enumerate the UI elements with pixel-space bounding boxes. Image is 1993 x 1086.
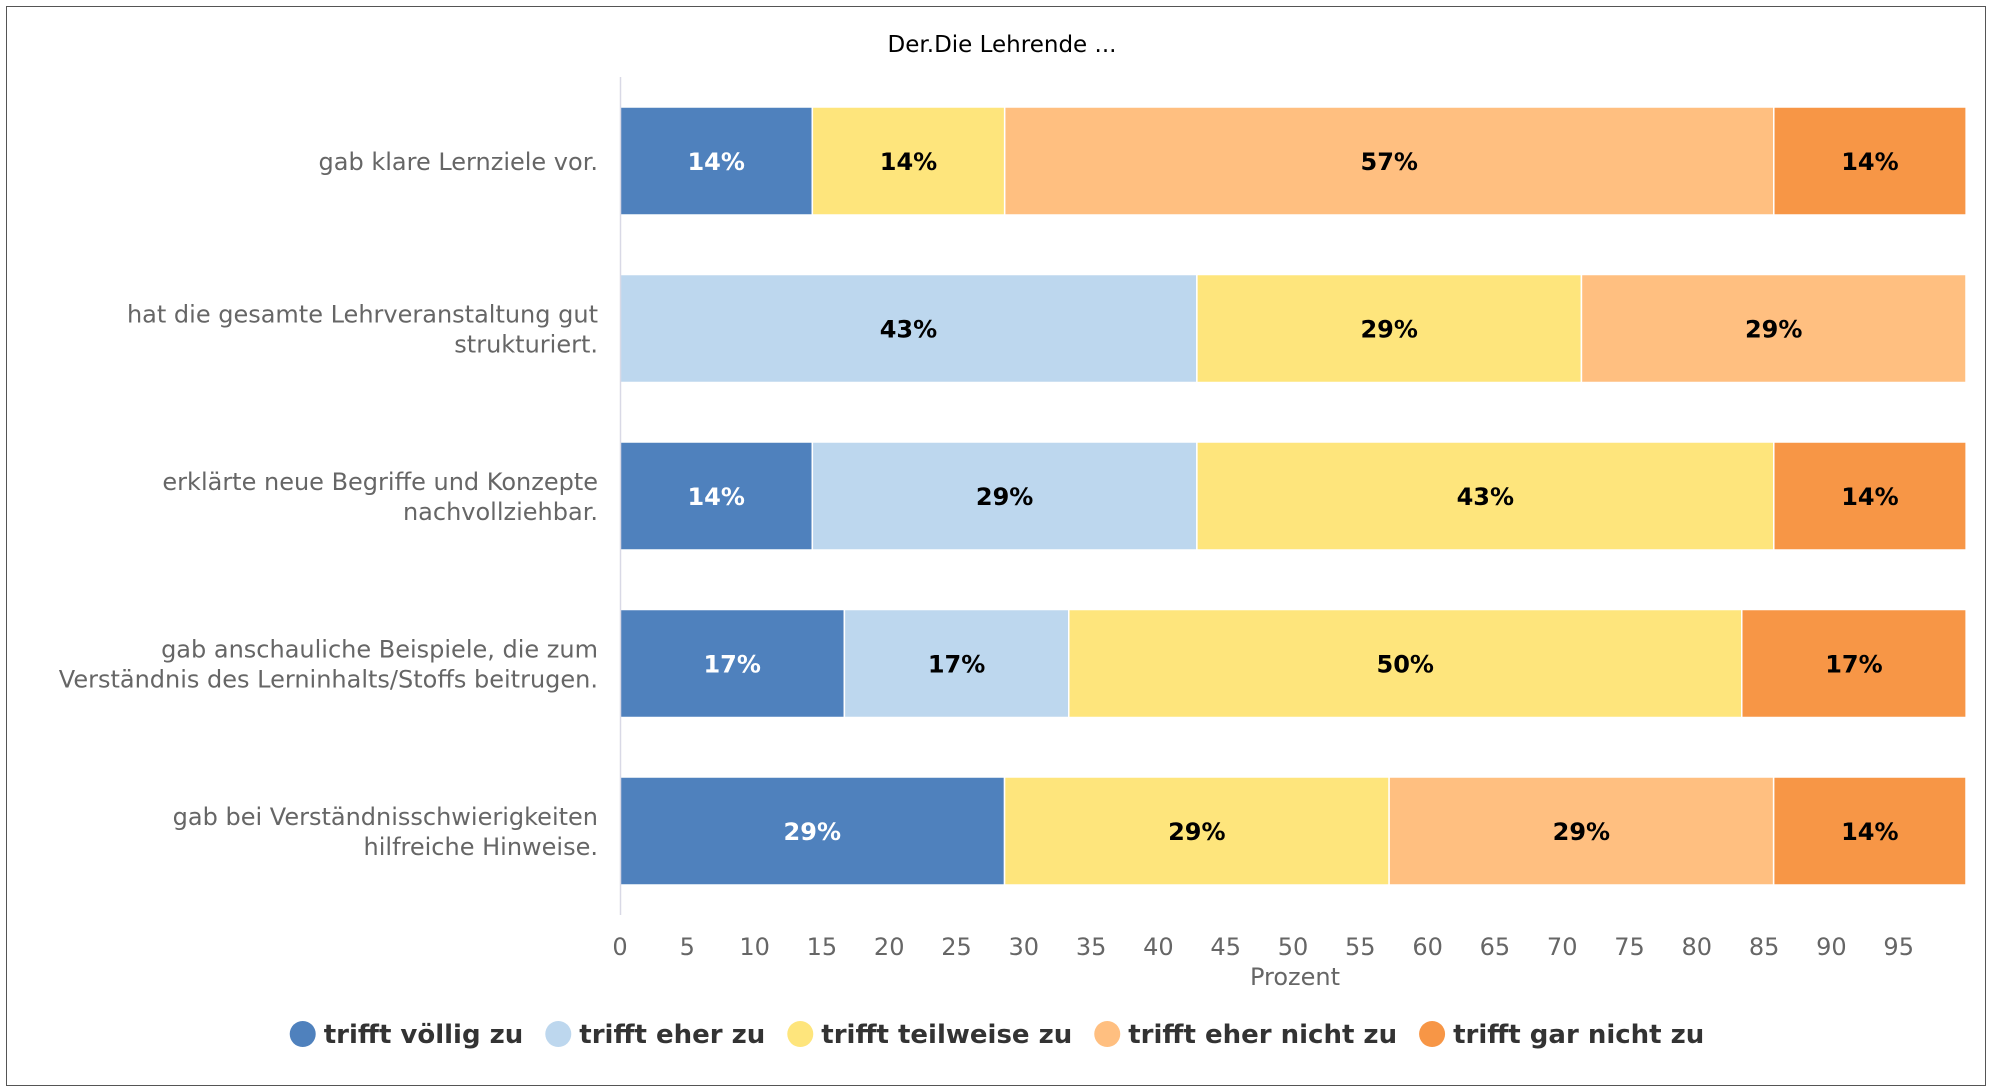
bar-segment: [843, 608, 1070, 719]
bar-segment: [619, 608, 846, 719]
category-label: hilfreiche Hinweise.: [364, 833, 598, 861]
bar-segment: [1772, 776, 1967, 886]
x-tick-label: 95: [1883, 933, 1914, 961]
bar-segment: [1773, 106, 1967, 216]
bar-segment: [811, 441, 1198, 551]
legend-marker: [545, 1021, 572, 1047]
x-tick-label: 20: [874, 933, 905, 961]
x-tick-label: 55: [1345, 933, 1376, 961]
x-tick-label: 90: [1816, 933, 1847, 961]
bar-segment: [619, 273, 1198, 384]
bar-segment: [619, 106, 814, 216]
x-tick-label: 5: [680, 933, 695, 961]
x-tick-label: 45: [1210, 933, 1241, 961]
legend-item: trifft gar nicht zu: [1419, 1020, 1704, 1050]
data-label: 29%: [784, 818, 841, 846]
x-tick-label: 60: [1412, 933, 1443, 961]
chart-frame: Der.Die Lehrende ... 14% 14% 57% 14% 43% 29% 2…: [6, 6, 1986, 1086]
legend-marker: [787, 1021, 814, 1047]
bar-segment: [1773, 441, 1967, 551]
data-label: 14%: [687, 483, 744, 511]
bar-segment: [811, 106, 1006, 216]
data-label: 43%: [880, 316, 937, 344]
data-label: 29%: [1745, 316, 1802, 344]
x-tick-label: 25: [941, 933, 972, 961]
bar-segment: [1003, 776, 1390, 886]
bar-segment: [1741, 608, 1967, 719]
data-label: 14%: [687, 148, 744, 176]
x-tick-label: 10: [739, 933, 770, 961]
data-label: 17%: [928, 651, 985, 679]
category-label: hat die gesamte Lehrveranstaltung gut: [127, 301, 598, 329]
legend-label: trifft eher nicht zu: [1128, 1020, 1397, 1050]
data-label: 14%: [1841, 483, 1898, 511]
legend-label: trifft teilweise zu: [821, 1020, 1072, 1050]
bar-segment: [1003, 106, 1775, 216]
category-label: gab bei Verständnisschwierigkeiten: [173, 803, 598, 831]
data-label: 14%: [1841, 818, 1898, 846]
category-label: gab anschauliche Beispiele, die zum: [161, 636, 598, 664]
legend-item: trifft völlig zu: [289, 1020, 524, 1050]
legend-label: trifft völlig zu: [324, 1020, 524, 1050]
x-tick-label: 75: [1614, 933, 1645, 961]
chart-title: Der.Die Lehrende ...: [888, 32, 1117, 58]
legend-item: trifft eher nicht zu: [1094, 1020, 1397, 1050]
bars-group: 14% 14% 57% 14% 43% 29% 29% 14% 29% 43% 14% 17% 17% 5…: [619, 106, 1967, 886]
bar-segment: [1068, 608, 1743, 719]
bar-segment: [1580, 273, 1967, 384]
legend-marker: [1094, 1021, 1121, 1047]
bar-segment: [1388, 776, 1775, 886]
data-label: 29%: [1360, 316, 1417, 344]
x-tick-label: 65: [1480, 933, 1511, 961]
x-tick-label: 50: [1278, 933, 1309, 961]
category-label: nachvollziehbar.: [403, 498, 598, 526]
data-label: 29%: [1168, 818, 1225, 846]
legend-label: trifft eher zu: [579, 1020, 765, 1050]
category-label: erklärte neue Begriffe und Konzepte: [162, 468, 598, 496]
bar-segment: [1196, 441, 1775, 551]
category-label: strukturiert.: [454, 331, 598, 359]
x-tick-label: 40: [1143, 933, 1174, 961]
data-label: 50%: [1377, 651, 1434, 679]
data-label: 17%: [1825, 651, 1882, 679]
x-tick-label: 0: [612, 933, 627, 961]
data-label: 57%: [1361, 148, 1418, 176]
legend-item: trifft teilweise zu: [787, 1020, 1072, 1050]
category-label: gab klare Lernziele vor.: [319, 148, 598, 176]
bar-segment: [1196, 273, 1583, 384]
legend-marker: [1419, 1021, 1446, 1047]
legend-label: trifft gar nicht zu: [1453, 1020, 1704, 1050]
data-label: 14%: [1841, 148, 1898, 176]
data-label: 29%: [1553, 818, 1610, 846]
stacked-bar-chart: Der.Die Lehrende ... 14% 14% 57% 14% 43% 29% 2…: [59, 32, 1967, 1050]
x-tick-labels: 0 5 10 15 20 25 30 35 40 45 50 55 60 65 70 75 80 85 90 95: [612, 933, 1914, 961]
data-label: 29%: [976, 483, 1033, 511]
category-label: Verständnis des Lerninhalts/Stoffs beitr…: [59, 666, 598, 694]
x-axis-label: Prozent: [1250, 963, 1340, 991]
data-label: 17%: [703, 651, 760, 679]
legend-marker: [289, 1021, 316, 1047]
legend-item: trifft eher zu: [545, 1020, 765, 1050]
x-tick-label: 70: [1547, 933, 1578, 961]
data-label: 14%: [880, 148, 937, 176]
legend: trifft völlig zu trifft eher zu trifft tei…: [289, 1020, 1704, 1050]
x-tick-label: 35: [1076, 933, 1107, 961]
x-tick-label: 80: [1682, 933, 1713, 961]
x-tick-label: 85: [1749, 933, 1780, 961]
x-tick-label: 15: [807, 933, 838, 961]
x-tick-label: 30: [1009, 933, 1040, 961]
category-labels: gab klare Lernziele vor. hat die gesamte …: [59, 148, 598, 861]
data-label: 43%: [1457, 483, 1514, 511]
